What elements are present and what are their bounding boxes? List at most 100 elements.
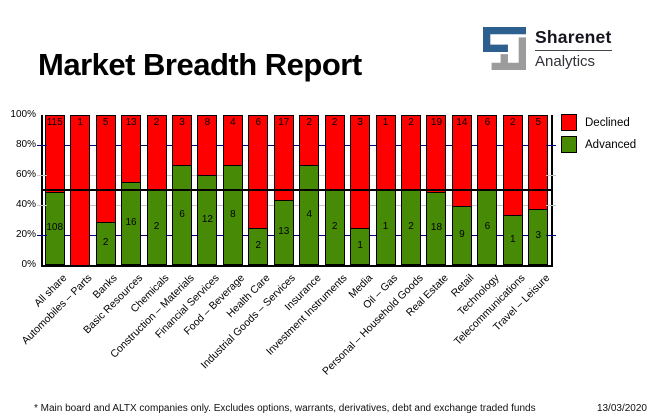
bar-segment-advanced [44,192,65,265]
bar-segment-advanced [121,182,142,265]
bar-segment-advanced [197,175,218,265]
bar-segment-declined [95,115,116,223]
advanced-color-swatch [561,136,577,153]
bar-value-advanced: 12 [201,213,213,225]
chart-legend: Declined Advanced [561,114,636,158]
bar-segment-advanced [426,192,447,265]
bar-segment-advanced [95,222,116,265]
bar-segment-advanced [273,200,294,265]
bar-value-advanced: 2 [331,221,338,232]
bar-value-declined: 14 [456,117,468,128]
bar-value-declined: 5 [102,117,109,128]
bar-value-declined: 115 [46,117,63,128]
bar-segment-declined [477,115,498,190]
legend-label-advanced: Advanced [585,138,637,151]
logo-brand-sub: Analytics [535,53,596,70]
bar-segment-declined [44,115,65,193]
bar-value-advanced: 2 [408,221,414,232]
bar-value-declined: 3 [357,117,363,128]
y-axis-tick-label: 80% [15,139,36,150]
bar-value-advanced: 13 [278,226,290,237]
footer: * Main board and ALTX companies only. Ex… [0,403,655,414]
bar-value-declined: 2 [153,117,160,128]
footer-disclaimer: * Main board and ALTX companies only. Ex… [34,403,536,414]
bar-segment-advanced [350,227,371,265]
bar-value-declined: 6 [255,117,262,128]
bar-segment-declined [248,115,269,228]
y-axis-tick [546,235,556,236]
bar-segment-declined [401,115,422,190]
bar-segment-declined [197,115,218,175]
bar-segment-declined [222,115,243,165]
bar-value-advanced: 18 [430,222,443,233]
y-axis-tick [37,205,47,206]
bar-value-advanced: 2 [153,221,160,232]
bar-segment-declined [502,115,523,215]
bar-value-advanced: 6 [484,221,491,232]
page-title: Market Breadth Report [38,46,362,82]
gridline [42,175,551,176]
bar-value-advanced: 6 [179,208,185,220]
y-axis-tick [546,205,556,206]
bar-value-advanced: 8 [230,208,236,220]
bar-segment-declined [426,115,447,193]
footer-date: 13/03/2020 [596,403,647,414]
legend-item-declined: Declined [561,114,636,131]
bar-segment-declined [273,115,294,200]
bar-value-advanced: 3 [535,230,542,242]
y-axis-tick [37,175,47,176]
bar-value-declined: 2 [331,117,338,128]
logo-divider [535,50,612,51]
gridline [42,235,551,236]
bar-value-declined: 2 [306,117,312,128]
bar-value-advanced: 2 [255,239,262,251]
bar-segment-declined [350,115,371,228]
bar-value-declined: 4 [230,117,236,128]
bar-value-declined: 2 [408,117,414,128]
bar-value-declined: 1 [77,117,83,128]
bar-value-declined: 13 [125,117,137,128]
bar-segment-declined [299,115,320,165]
bar-value-declined: 17 [278,117,290,128]
bar-value-declined: 3 [179,117,185,128]
legend-label-declined: Declined [585,116,630,129]
bar-segment-advanced [528,208,549,265]
bar-value-advanced: 16 [125,217,137,229]
bar-value-declined: 6 [484,117,491,128]
y-axis-tick-label: 60% [15,169,36,180]
bar-segment-advanced [248,227,269,265]
logo-brand-name: Sharenet [535,27,612,47]
bar-segment-advanced [451,206,472,265]
fifty-percent-line [41,189,553,191]
y-axis-tick-label: 20% [15,229,36,240]
bar-value-declined: 2 [510,117,516,128]
gridline [42,145,551,146]
bar-segment-declined [121,115,142,183]
y-axis-tick-label: 40% [15,199,36,210]
bar-segment-declined [375,115,396,190]
bar-segment-advanced [502,215,523,265]
bar-segment-declined [171,115,192,165]
bar-value-declined: 1 [382,117,389,128]
declined-color-swatch [561,114,577,131]
bar-value-declined: 19 [430,117,443,128]
y-axis-tick-label: 100% [10,109,36,120]
bar-value-advanced: 108 [46,222,64,234]
bar-value-advanced: 1 [510,233,516,245]
logo-text: Sharenet Analytics [535,27,612,70]
bar-segment-declined [528,115,549,209]
sharenet-logo-icon [483,27,526,70]
bar-value-advanced: 1 [382,221,389,232]
bar-segment-declined [146,115,167,190]
bar-segment-declined [324,115,345,190]
bar-value-advanced: 4 [306,208,312,220]
y-axis-tick-label: 0% [21,259,36,270]
bar-value-declined: 5 [535,117,542,128]
bar-value-advanced: 1 [357,239,363,251]
sharenet-logo: Sharenet Analytics [483,27,612,70]
y-axis-tick [37,145,47,146]
bar-value-advanced: 9 [459,229,465,241]
y-axis-tick [546,175,556,176]
bar-value-advanced: 2 [102,237,109,249]
